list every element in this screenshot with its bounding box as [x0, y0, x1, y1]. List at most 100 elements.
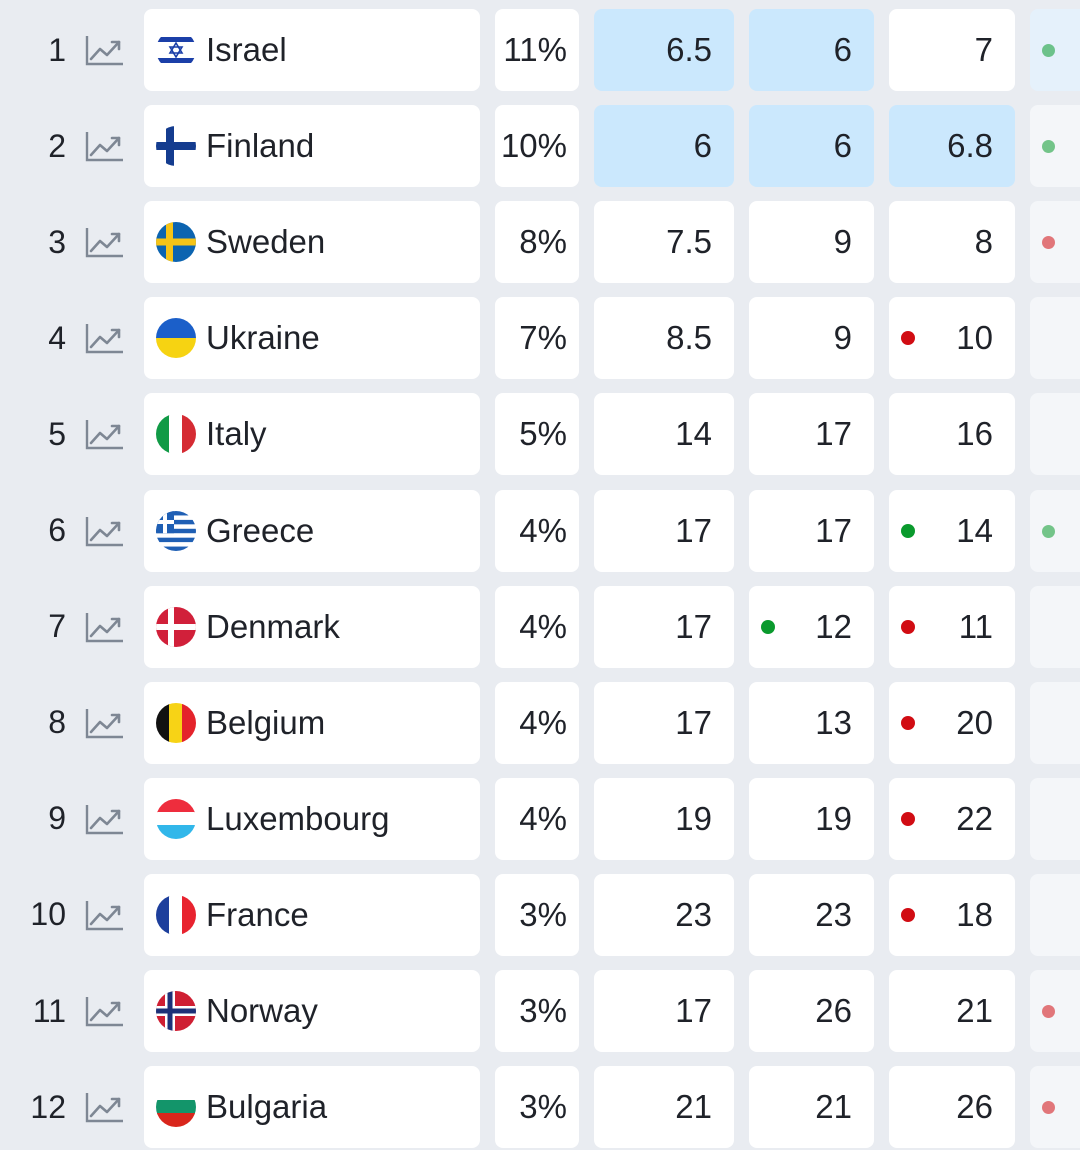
odds-cell[interactable]: 8.5	[594, 297, 734, 380]
country-cell[interactable]: Luxembourg	[144, 777, 480, 860]
ukraine-flag-icon	[156, 318, 196, 359]
odds-value: 7	[974, 31, 993, 68]
country-cell[interactable]: Belgium	[144, 681, 480, 764]
odds-cell[interactable]: 8	[889, 201, 1015, 284]
odds-cell[interactable]: 17	[594, 970, 734, 1052]
green-change-dot	[761, 619, 775, 634]
odds-cell[interactable]: 20	[889, 681, 1015, 764]
odds-cell[interactable]: 17	[749, 489, 874, 572]
odds-cell[interactable]: 22	[889, 777, 1015, 860]
country-cell[interactable]: Italy	[144, 393, 480, 476]
win-probability-cell: 4%	[495, 585, 579, 668]
table-row: 8 Belgium 4% 17 13 20	[0, 681, 1080, 764]
odds-cell[interactable]: 16	[889, 393, 1015, 476]
green-change-dot	[1042, 524, 1055, 538]
odds-value: 19	[815, 799, 852, 837]
odds-cell[interactable]: 26	[889, 1066, 1015, 1149]
odds-cell-partial[interactable]	[1030, 9, 1080, 91]
trend-chart-icon[interactable]	[84, 511, 126, 551]
odds-cell-partial[interactable]	[1030, 489, 1080, 572]
odds-cell[interactable]: 23	[749, 873, 874, 956]
odds-cell[interactable]: 13	[749, 681, 874, 764]
odds-value: 13	[815, 703, 852, 741]
odds-cell[interactable]: 17	[594, 585, 734, 668]
odds-value: 6	[693, 127, 712, 165]
odds-cell[interactable]: 14	[594, 393, 734, 476]
odds-value: 21	[956, 992, 993, 1029]
odds-cell[interactable]: 10	[889, 297, 1015, 380]
rank-number: 2	[48, 127, 66, 164]
odds-cell[interactable]: 9	[749, 201, 874, 284]
country-cell[interactable]: Israel	[144, 9, 480, 91]
odds-cell-partial[interactable]	[1030, 297, 1080, 380]
trend-chart-icon[interactable]	[84, 991, 126, 1031]
trend-chart-icon[interactable]	[84, 414, 126, 454]
trend-chart-icon[interactable]	[84, 30, 126, 70]
odds-cell-partial[interactable]	[1030, 201, 1080, 284]
table-row: 4 Ukraine 7% 8.5 9 10	[0, 297, 1080, 380]
odds-cell[interactable]: 17	[594, 681, 734, 764]
odds-cell[interactable]: 19	[594, 777, 734, 860]
odds-cell[interactable]: 6.5	[594, 9, 734, 91]
odds-cell[interactable]: 6	[749, 9, 874, 91]
win-probability-cell: 5%	[495, 393, 579, 476]
odds-cell-partial[interactable]	[1030, 777, 1080, 860]
odds-cell-partial[interactable]	[1030, 1066, 1080, 1149]
odds-cell[interactable]: 19	[749, 777, 874, 860]
odds-cell[interactable]: 11	[889, 585, 1015, 668]
odds-cell[interactable]: 17	[594, 489, 734, 572]
odds-cell-partial[interactable]	[1030, 393, 1080, 476]
trend-chart-icon[interactable]	[84, 607, 126, 647]
rank-number: 4	[48, 319, 66, 356]
odds-cell[interactable]: 6	[594, 105, 734, 188]
win-probability-cell: 10%	[495, 105, 579, 188]
odds-cell[interactable]: 17	[749, 393, 874, 476]
odds-cell-partial[interactable]	[1030, 681, 1080, 764]
odds-cell[interactable]: 21	[749, 1066, 874, 1149]
country-cell[interactable]: France	[144, 873, 480, 956]
odds-cell[interactable]: 18	[889, 873, 1015, 956]
trend-chart-icon[interactable]	[84, 222, 126, 262]
country-cell[interactable]: Norway	[144, 970, 480, 1052]
red-change-dot	[901, 907, 915, 922]
trend-chart-icon[interactable]	[84, 318, 126, 358]
country-cell[interactable]: Denmark	[144, 585, 480, 668]
country-name: Bulgaria	[206, 1088, 328, 1126]
odds-cell-partial[interactable]	[1030, 970, 1080, 1052]
odds-cell-partial[interactable]	[1030, 585, 1080, 668]
win-probability-cell: 4%	[495, 489, 579, 572]
odds-cell[interactable]: 21	[889, 970, 1015, 1052]
odds-cell[interactable]: 6	[749, 105, 874, 188]
odds-cell[interactable]: 21	[594, 1066, 734, 1149]
country-cell[interactable]: Bulgaria	[144, 1066, 480, 1149]
country-cell[interactable]: Finland	[144, 105, 480, 188]
trend-chart-icon[interactable]	[84, 895, 126, 935]
trend-chart-icon[interactable]	[84, 799, 126, 839]
odds-cell[interactable]: 26	[749, 970, 874, 1052]
country-cell[interactable]: Ukraine	[144, 297, 480, 380]
odds-cell-partial[interactable]	[1030, 105, 1080, 188]
table-row: 2 Finland 10% 6 6 6.8	[0, 105, 1080, 188]
odds-cell[interactable]: 7	[889, 9, 1015, 91]
rank-number: 3	[48, 223, 66, 260]
odds-cell[interactable]: 9	[749, 297, 874, 380]
odds-value: 7.5	[666, 223, 712, 261]
odds-value: 17	[675, 992, 712, 1029]
win-probability-cell: 4%	[495, 681, 579, 764]
trend-chart-icon[interactable]	[84, 703, 126, 743]
odds-cell-partial[interactable]	[1030, 873, 1080, 956]
odds-cell[interactable]: 23	[594, 873, 734, 956]
country-name: Greece	[206, 511, 315, 549]
trend-chart-icon[interactable]	[84, 1087, 126, 1127]
odds-cell[interactable]: 7.5	[594, 201, 734, 284]
odds-value: 17	[675, 607, 712, 645]
table-row: 3 Sweden 8% 7.5 9 8	[0, 201, 1080, 284]
trend-chart-icon[interactable]	[84, 126, 126, 166]
country-cell[interactable]: Greece	[144, 489, 480, 572]
odds-cell[interactable]: 12	[749, 585, 874, 668]
country-cell[interactable]: Sweden	[144, 201, 480, 284]
red-change-dot	[1042, 1101, 1055, 1115]
odds-cell[interactable]: 6.8	[889, 105, 1015, 188]
odds-cell[interactable]: 14	[889, 489, 1015, 572]
